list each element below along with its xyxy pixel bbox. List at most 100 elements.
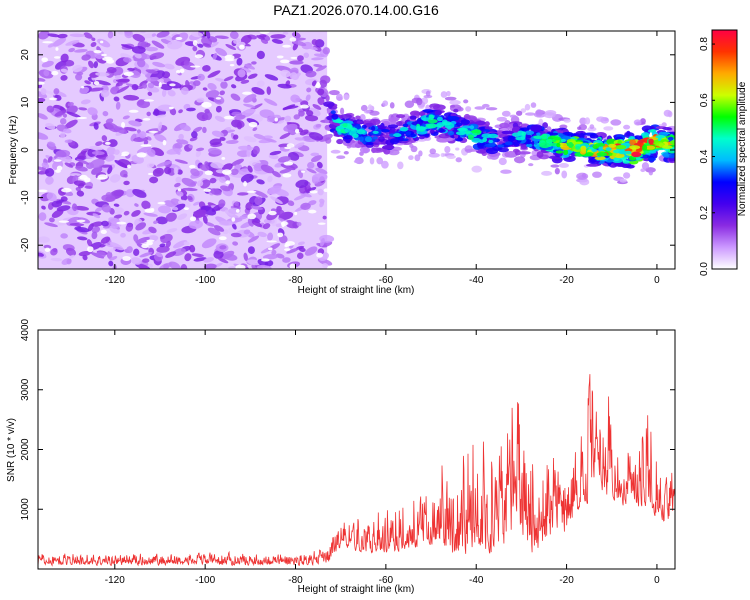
snr-x-tick-label: -40 — [469, 575, 484, 586]
ridge-core — [327, 102, 333, 109]
colorbar: 0.0 0.2 0.4 0.6 0.8 Normalized spectral ampl… — [699, 29, 748, 276]
noise-blob — [262, 254, 279, 260]
ridge-core — [340, 113, 353, 120]
snr-x-tick-label: -80 — [288, 575, 303, 586]
ridge-halo — [418, 150, 423, 157]
noise-blob — [138, 53, 152, 60]
ridge-core — [648, 138, 654, 145]
noise-blob — [117, 31, 124, 35]
ridge-core — [422, 109, 434, 113]
ridge-core — [499, 122, 510, 129]
noise-blob — [87, 148, 97, 157]
noise-blob — [60, 233, 68, 239]
noise-blob — [101, 220, 109, 227]
noise-blob — [123, 210, 130, 216]
noise-gap — [148, 130, 159, 133]
noise-blob — [184, 253, 192, 262]
noise-blob — [236, 57, 243, 66]
noise-blob — [145, 69, 158, 74]
noise-blob — [197, 43, 204, 48]
noise-blob — [186, 107, 196, 112]
ridge-core — [514, 149, 521, 156]
noise-gap — [144, 208, 155, 213]
noise-blob — [64, 162, 74, 168]
colorbar-axis: 0.0 0.2 0.4 0.6 0.8 — [699, 37, 715, 276]
snr-y-tick-label: 4000 — [20, 318, 31, 341]
ridge-halo — [525, 112, 536, 116]
noise-gap — [44, 247, 51, 253]
noise-blob — [113, 96, 120, 102]
ridge-core — [342, 123, 348, 128]
noise-blob — [251, 220, 263, 228]
noise-blob — [137, 146, 152, 155]
noise-blob — [67, 102, 74, 107]
ridge-core — [359, 146, 371, 154]
ridge-core — [398, 130, 406, 135]
noise-blob — [306, 87, 312, 93]
ridge-halo — [589, 124, 595, 130]
noise-blob — [188, 144, 193, 149]
ridge-halo — [381, 160, 389, 169]
noise-gap — [100, 40, 104, 44]
ridge-core — [585, 152, 594, 157]
noise-blob — [40, 88, 47, 96]
noise-blob — [207, 227, 221, 236]
noise-blob — [38, 97, 46, 103]
noise-gap — [300, 104, 309, 109]
noise-blob — [131, 45, 146, 54]
noise-blob — [284, 115, 292, 122]
noise-blob — [298, 247, 306, 253]
ridge-core — [624, 150, 633, 155]
noise-gap — [106, 59, 115, 64]
noise-gap — [93, 81, 100, 86]
noise-blob — [159, 84, 173, 91]
noise-blob — [196, 97, 205, 103]
noise-blob — [62, 113, 68, 118]
noise-blob — [44, 168, 55, 177]
noise-gap — [300, 170, 306, 173]
ridge-core — [446, 137, 454, 142]
noise-blob — [95, 141, 103, 146]
ridge-core — [526, 143, 533, 148]
ridge-halo — [389, 102, 395, 109]
noise-gap — [261, 258, 270, 262]
noise-blob — [203, 263, 217, 269]
noise-blob — [91, 37, 96, 42]
noise-gap — [158, 82, 162, 88]
noise-blob — [178, 109, 183, 114]
noise-blob — [107, 31, 114, 39]
noise-blob — [176, 151, 181, 155]
ridge-core — [563, 149, 569, 156]
noise-blob — [220, 81, 228, 89]
ridge-halo — [577, 126, 582, 130]
noise-gap — [222, 169, 232, 175]
ridge-core — [594, 156, 606, 161]
ridge-core — [659, 139, 670, 143]
noise-blob — [322, 263, 329, 269]
noise-blob — [174, 159, 188, 164]
spectrogram-x-tick-label: -20 — [559, 275, 574, 286]
noise-blob — [142, 83, 148, 89]
ridge-core — [455, 131, 466, 136]
ridge-halo — [592, 171, 602, 178]
ridge-core — [562, 143, 568, 148]
noise-gap — [76, 219, 86, 223]
noise-gap — [266, 240, 277, 243]
ridge-halo — [389, 121, 398, 125]
noise-blob — [120, 232, 126, 238]
noise-blob — [269, 150, 282, 156]
spectrogram-x-axis: -120 -100 -80 -60 -40 -20 0 — [105, 31, 660, 286]
noise-blob — [135, 222, 147, 231]
noise-blob — [43, 244, 52, 249]
ridge-core — [629, 145, 641, 150]
noise-blob — [305, 94, 311, 102]
spectrogram-x-label: Height of straight line (km) — [298, 285, 415, 296]
noise-blob — [171, 34, 180, 41]
noise-gap — [223, 115, 234, 120]
noise-blob — [114, 206, 125, 213]
noise-blob — [195, 150, 202, 158]
noise-blob — [267, 175, 273, 183]
noise-blob — [319, 201, 325, 208]
noise-gap — [84, 177, 91, 183]
noise-blob — [252, 145, 260, 155]
